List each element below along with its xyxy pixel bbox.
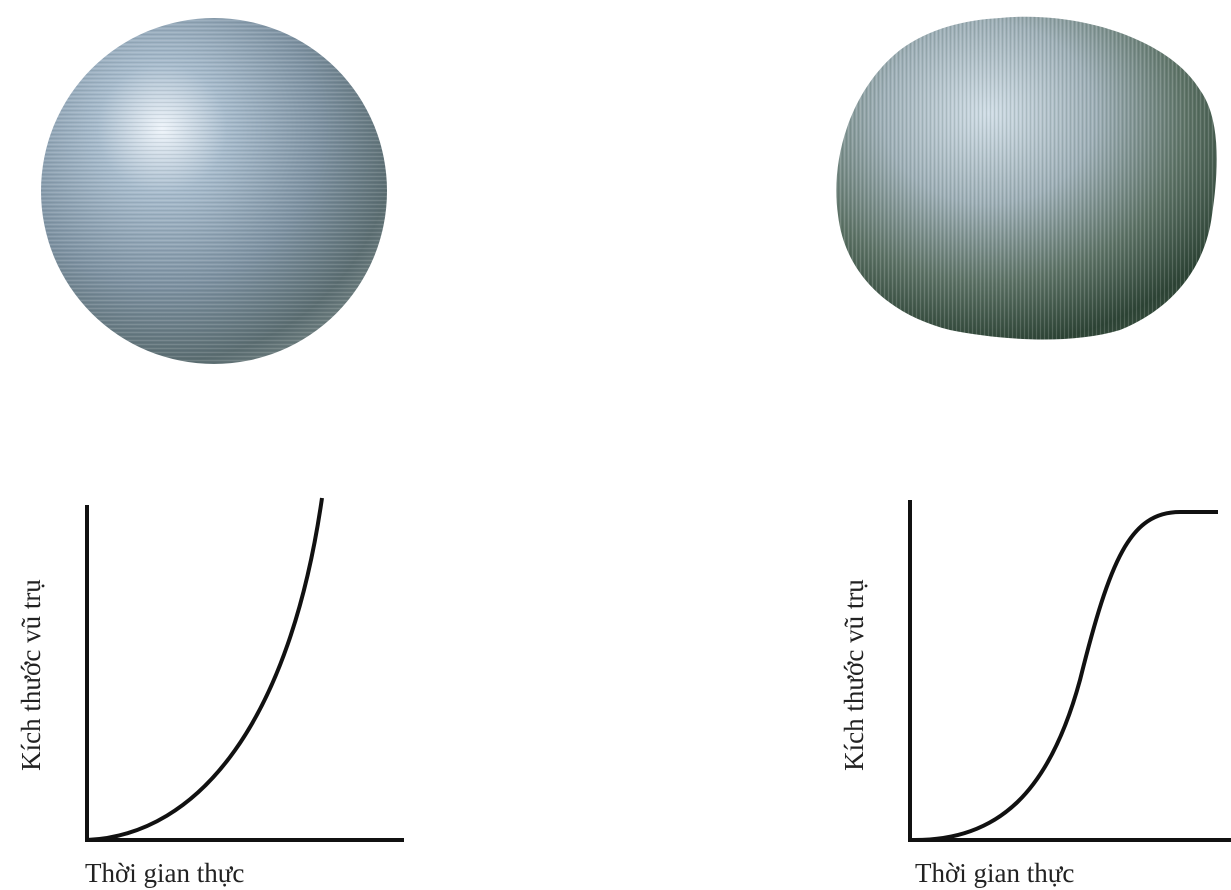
exponential-curve <box>86 497 324 842</box>
s-curve <box>909 510 1218 843</box>
rough-sphere <box>836 16 1217 340</box>
smooth-sphere <box>41 18 387 364</box>
x-axis-label: Thời gian thực <box>915 858 1074 888</box>
x-axis-label: Thời gian thực <box>85 858 244 888</box>
y-axis-label: Kích thước vũ trụ <box>839 579 869 771</box>
y-axis-label: Kích thước vũ trụ <box>16 579 46 771</box>
left-graph <box>85 497 404 842</box>
right-graph <box>908 500 1231 843</box>
